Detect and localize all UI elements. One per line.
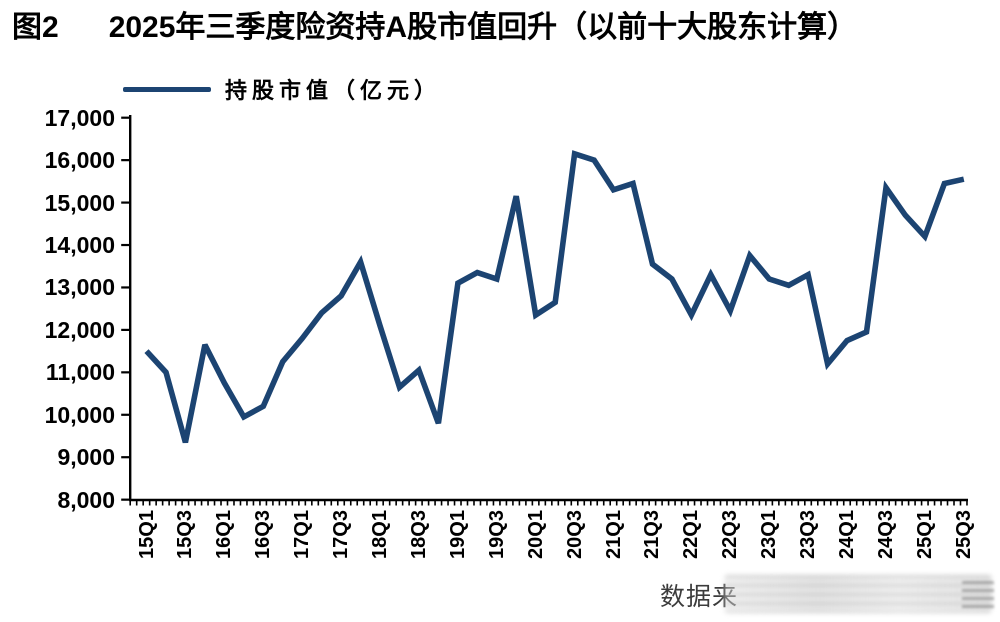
y-axis-label: 17,000 [44,104,115,131]
x-axis-label: 16Q3 [252,510,275,559]
watermark-smudge-edge [962,581,994,611]
watermark-smudge [724,575,992,613]
x-axis-label: 15Q1 [135,510,158,559]
x-axis-label: 20Q3 [563,510,586,559]
x-axis-label: 21Q1 [602,510,625,559]
y-axis-label: 14,000 [44,232,115,259]
x-axis-label: 23Q3 [797,510,820,559]
x-axis-label: 22Q1 [680,510,703,559]
y-axis-label: 12,000 [44,316,115,343]
figure-number: 图2 [12,11,59,44]
y-axis-label: 10,000 [44,401,115,428]
x-axis-label: 25Q3 [952,510,975,559]
x-axis-label: 21Q3 [641,510,664,559]
x-axis-label: 20Q1 [524,510,547,559]
x-axis-label: 22Q3 [719,510,742,559]
y-axis-label: 11,000 [45,359,115,386]
y-axis-label: 16,000 [44,147,115,174]
x-axis-label: 23Q1 [758,510,781,559]
legend-line-swatch [123,86,211,92]
legend-label: 持股市值（亿元） [225,78,442,103]
y-axis-label: 9,000 [57,444,115,471]
legend: 持股市值（亿元） [123,76,442,103]
x-axis-label: 24Q1 [836,510,859,559]
data-line-holding-market-value [144,150,965,444]
x-axis-label: 18Q1 [369,510,392,559]
figure-title: 图2 2025年三季度险资持A股市值回升（以前十大股东计算） [12,10,992,46]
x-axis-label: 19Q1 [446,510,469,559]
y-axis-label: 8,000 [57,486,115,513]
x-axis-label: 17Q3 [330,510,353,559]
x-axis-label: 25Q1 [913,510,936,559]
figure-title-text: 2025年三季度险资持A股市值回升（以前十大股东计算） [108,11,858,44]
x-axis-label: 18Q3 [407,510,430,559]
x-axis-label: 19Q3 [485,510,508,559]
y-axis-label: 15,000 [44,189,115,216]
x-axis-label: 15Q3 [174,510,197,559]
y-axis-label: 13,000 [44,274,115,301]
x-axis-label: 16Q1 [213,510,236,559]
x-axis-label: 24Q3 [874,510,897,559]
x-axis-label: 17Q1 [291,510,314,559]
